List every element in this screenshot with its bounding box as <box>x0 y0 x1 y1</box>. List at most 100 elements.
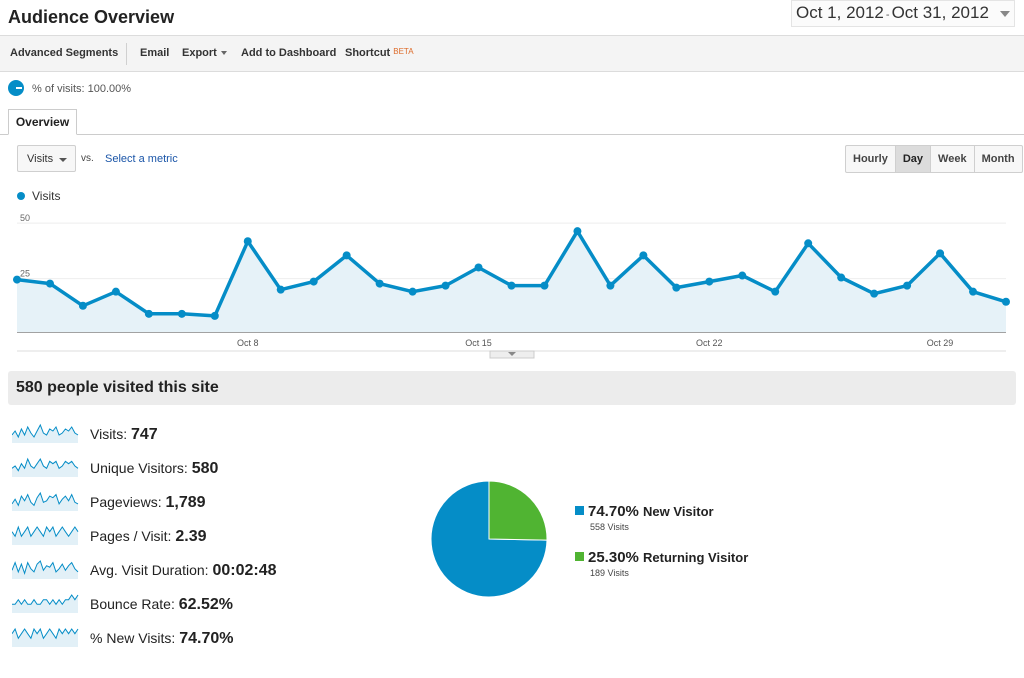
data-point[interactable] <box>210 311 219 320</box>
date-start: Oct 1, 2012 <box>796 3 884 22</box>
export-button[interactable]: Export <box>182 47 227 59</box>
data-point[interactable] <box>870 289 879 298</box>
metric-value: 2.39 <box>175 528 207 545</box>
pie-slice[interactable] <box>430 480 548 598</box>
date-range-picker[interactable]: Oct 1, 2012- Oct 31, 2012 <box>791 0 1015 27</box>
sparkline-icon[interactable] <box>12 491 79 511</box>
metric-value: 62.52% <box>178 596 233 613</box>
metric-label: Unique Visitors: 580 <box>90 460 218 478</box>
data-point[interactable] <box>672 283 681 292</box>
returning-visitor-swatch <box>575 552 584 561</box>
email-button[interactable]: Email <box>140 47 170 59</box>
date-separator: - <box>885 9 890 21</box>
sparkline-icon[interactable] <box>12 559 79 579</box>
data-point[interactable] <box>573 227 582 236</box>
pie-slice-name: Returning Visitor <box>643 550 749 565</box>
data-point[interactable] <box>342 251 351 260</box>
week-button[interactable]: Week <box>930 146 974 172</box>
tab-overview[interactable]: Overview <box>8 109 77 135</box>
x-tick-label: Oct 8 <box>237 338 259 348</box>
sparkline-line <box>12 627 79 640</box>
data-point[interactable] <box>78 301 87 310</box>
data-point[interactable] <box>276 285 285 294</box>
metric-label: % New Visits: 74.70% <box>90 630 233 648</box>
data-point[interactable] <box>705 277 714 286</box>
sparkline-icon[interactable] <box>12 457 79 477</box>
data-point[interactable] <box>111 287 120 296</box>
metric-value: 00:02:48 <box>212 562 277 579</box>
select-metric-link[interactable]: Select a metric <box>105 153 178 165</box>
data-point[interactable] <box>1002 297 1010 306</box>
sparkline-icon[interactable] <box>12 525 79 545</box>
shortcut-button[interactable]: Shortcut BETA <box>345 47 414 59</box>
sparkline-fill <box>12 595 78 613</box>
data-point[interactable] <box>309 277 318 286</box>
beta-badge: BETA <box>393 47 414 56</box>
advanced-segments-button[interactable]: Advanced Segments <box>10 47 119 59</box>
data-point[interactable] <box>606 281 615 290</box>
y-tick-label: 25 <box>20 269 30 279</box>
metric-value: 1,789 <box>165 494 206 511</box>
report-toolbar: Advanced Segments Email Export Add to Da… <box>0 35 1024 72</box>
metric-value: 747 <box>130 426 158 443</box>
data-point[interactable] <box>408 287 417 296</box>
data-point[interactable] <box>13 275 21 284</box>
chevron-down-icon[interactable] <box>1000 11 1010 17</box>
metric-value: 74.70% <box>179 630 234 647</box>
data-point[interactable] <box>144 309 153 318</box>
summary-header: 580 people visited this site <box>8 371 1016 405</box>
page-header: Audience Overview Oct 1, 2012- Oct 31, 20… <box>0 0 1024 35</box>
metric-value: 580 <box>191 460 219 477</box>
data-point[interactable] <box>507 281 516 290</box>
pie-slice[interactable] <box>488 480 548 541</box>
vs-label: vs. <box>81 153 94 164</box>
data-point[interactable] <box>177 309 186 318</box>
visitor-type-pie-chart[interactable] <box>428 478 550 600</box>
visits-area-fill <box>17 231 1006 332</box>
hourly-button[interactable]: Hourly <box>853 153 888 165</box>
data-point[interactable] <box>540 281 549 290</box>
visits-timeline-chart[interactable]: 50 25 Oct 8 Oct 15 Oct 22 Oct 29 <box>0 200 1024 360</box>
metric-name: Unique Visitors: <box>90 460 188 476</box>
metric-name: Visits: <box>90 426 128 442</box>
date-end: Oct 31, 2012 <box>891 3 989 22</box>
metric-label: Bounce Rate: 62.52% <box>90 596 233 614</box>
data-point[interactable] <box>474 263 483 272</box>
metric-row[interactable]: Pages / Visit: 2.39 <box>12 525 342 549</box>
summary-title: 580 people visited this site <box>16 379 219 396</box>
metric-name: Bounce Rate: <box>90 596 175 612</box>
data-point[interactable] <box>243 237 252 246</box>
day-button[interactable]: Day <box>894 146 931 172</box>
sparkline-icon[interactable] <box>12 593 79 613</box>
chevron-down-icon[interactable] <box>508 352 516 356</box>
x-tick-label: Oct 15 <box>465 338 492 348</box>
sparkline-fill <box>12 459 78 477</box>
metric-row[interactable]: Bounce Rate: 62.52% <box>12 593 342 617</box>
pie-slice-name: New Visitor <box>643 504 714 519</box>
month-button[interactable]: Month <box>973 146 1022 172</box>
data-point[interactable] <box>969 287 978 296</box>
pie-pct-value: 25.30% <box>588 549 639 566</box>
metric-row[interactable]: % New Visits: 74.70% <box>12 627 342 651</box>
data-point[interactable] <box>738 271 747 280</box>
add-to-dashboard-button[interactable]: Add to Dashboard <box>241 47 337 59</box>
metric-row[interactable]: Pageviews: 1,789 <box>12 491 342 515</box>
chart-legend: Visits <box>17 189 60 203</box>
data-point[interactable] <box>936 249 945 258</box>
export-label: Export <box>182 47 217 59</box>
data-point[interactable] <box>375 279 384 288</box>
data-point[interactable] <box>45 279 54 288</box>
granularity-toggle: Hourly Day Week Month <box>845 145 1023 173</box>
sparkline-icon[interactable] <box>12 627 79 647</box>
metric-row[interactable]: Unique Visitors: 580 <box>12 457 342 481</box>
metric-dropdown[interactable]: Visits <box>17 145 76 172</box>
metric-row[interactable]: Avg. Visit Duration: 00:02:48 <box>12 559 342 583</box>
data-point[interactable] <box>771 287 780 296</box>
data-point[interactable] <box>804 239 813 248</box>
data-point[interactable] <box>837 273 846 282</box>
metric-row[interactable]: Visits: 747 <box>12 423 342 447</box>
data-point[interactable] <box>903 281 912 290</box>
data-point[interactable] <box>639 251 648 260</box>
data-point[interactable] <box>441 281 450 290</box>
sparkline-icon[interactable] <box>12 423 79 443</box>
